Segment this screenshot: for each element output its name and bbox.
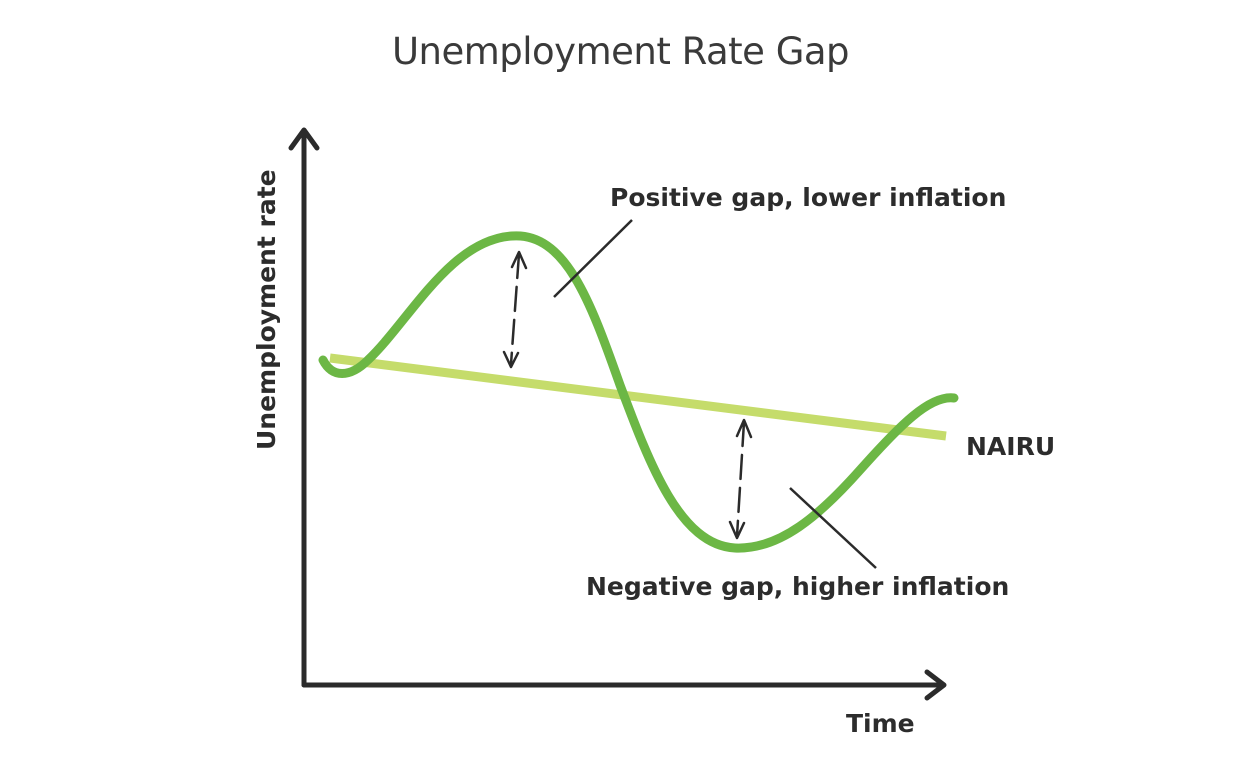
negative-gap-arrow: [728, 418, 753, 540]
nairu-label: NAIRU: [966, 432, 1055, 461]
x-axis-label: Time: [846, 709, 915, 738]
diagram-title: Unemployment Rate Gap: [391, 30, 850, 73]
x-axis-arrowhead: [924, 669, 947, 701]
positive-gap-label: Positive gap, lower inflation: [610, 183, 1006, 212]
positive-gap-leader-line: [553, 219, 633, 298]
negative-gap-leader-line: [789, 487, 877, 569]
y-axis-arrowhead: [288, 127, 320, 151]
axes: [288, 127, 947, 701]
unemployment-curve: [318, 231, 959, 553]
negative-gap-label: Negative gap, higher inflation: [586, 572, 1009, 601]
nairu-line: [329, 353, 947, 441]
positive-gap-arrow: [502, 250, 528, 369]
y-axis-label: Unemployment rate: [252, 169, 281, 450]
